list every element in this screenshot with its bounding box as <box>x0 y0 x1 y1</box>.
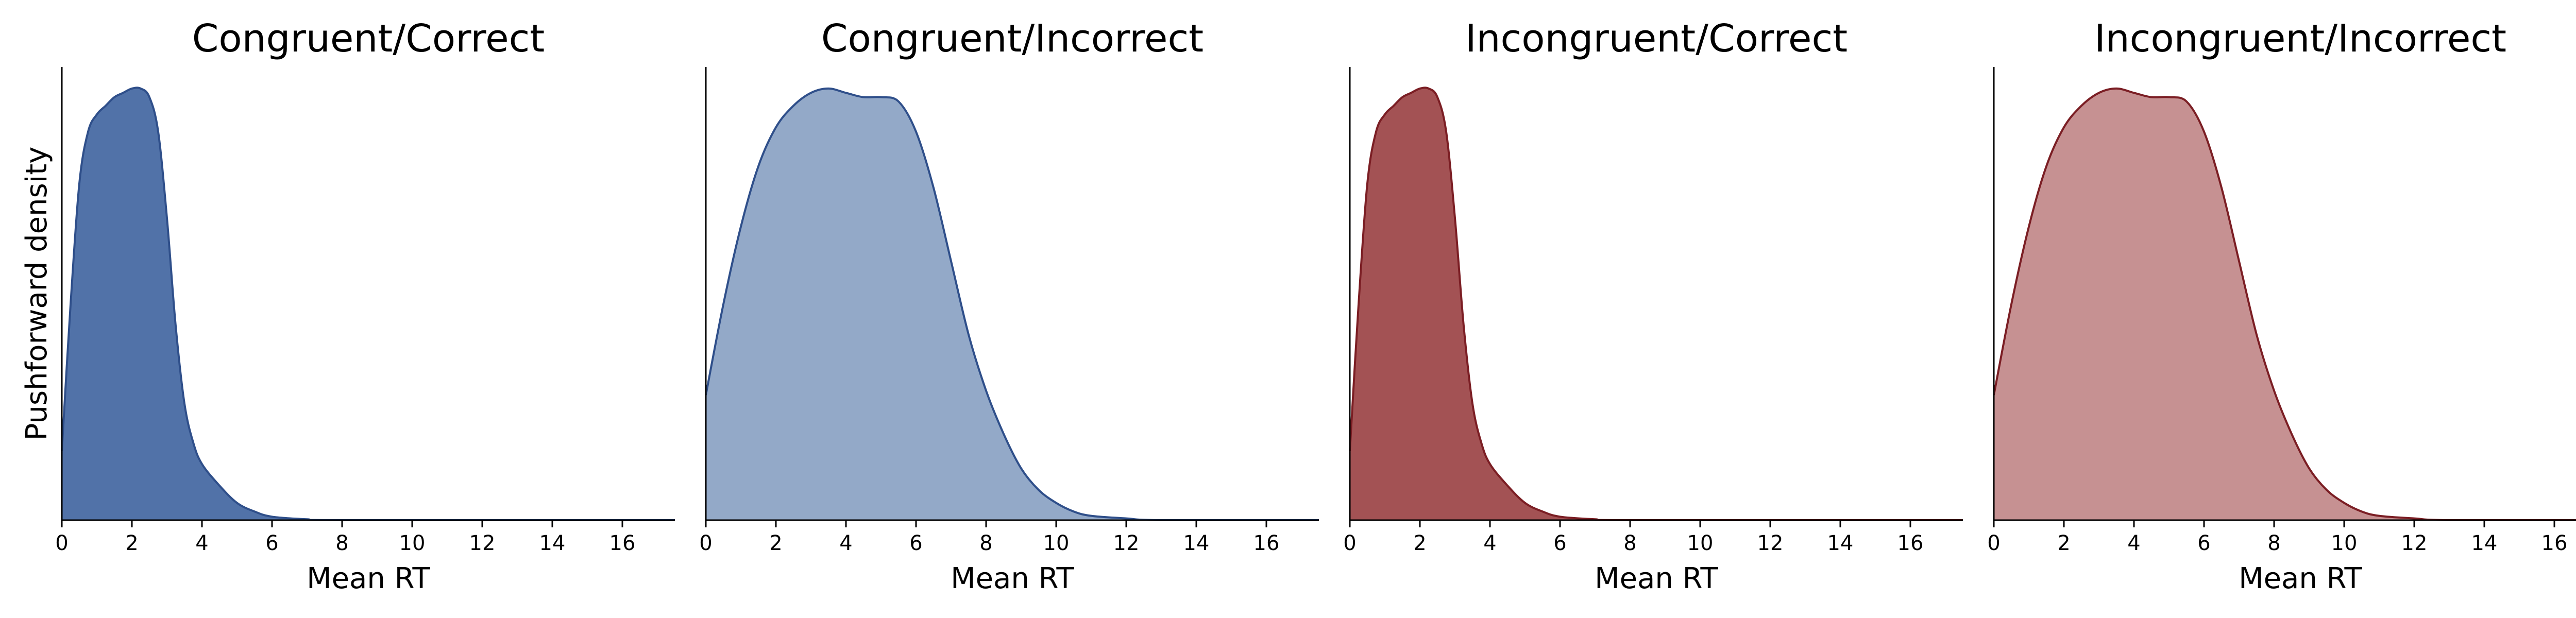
x-tick-label: 8 <box>979 531 992 555</box>
density-curve <box>1349 87 1963 522</box>
density-curve <box>705 87 1319 522</box>
density-curve <box>61 87 675 522</box>
panel-title: Incongruent/Correct <box>1465 16 1848 61</box>
x-axis-label: Mean RT <box>2239 562 2362 595</box>
x-tick-label: 6 <box>265 531 278 555</box>
x-tick-label: 10 <box>399 531 426 555</box>
x-tick-label: 12 <box>1757 531 1784 555</box>
density-area <box>1350 88 1963 520</box>
x-tick-label: 8 <box>2267 531 2280 555</box>
y-axis-label: Pushforward density <box>20 147 54 441</box>
panel-title: Congruent/Incorrect <box>821 16 1204 61</box>
x-tick-label: 6 <box>1553 531 1566 555</box>
x-tick-label: 14 <box>1183 531 1210 555</box>
chart-panel-4: 0 2 4 6 8 10 12 14 16 Incongruent/Incorrect Mean R… <box>1987 16 2576 595</box>
density-area <box>62 88 675 520</box>
x-tick-label: 0 <box>1343 531 1356 555</box>
panel-title: Congruent/Correct <box>192 16 545 61</box>
x-tick-label: 10 <box>1043 531 1070 555</box>
x-tick-label: 12 <box>469 531 496 555</box>
x-tick-label: 2 <box>2057 531 2070 555</box>
x-tick-label: 10 <box>1687 531 1714 555</box>
density-curve <box>1993 87 2576 522</box>
x-tick-label: 4 <box>2127 531 2140 555</box>
density-area <box>1994 88 2576 521</box>
chart-panel-3: 0 2 4 6 8 10 12 14 16 Incongruent/Correct Mean RT <box>1343 16 1963 595</box>
x-tick-label: 0 <box>1987 531 2000 555</box>
x-axis-label: Mean RT <box>1595 562 1718 595</box>
x-tick-label: 4 <box>1483 531 1496 555</box>
x-tick-label: 16 <box>609 531 636 555</box>
x-tick-label: 12 <box>2401 531 2428 555</box>
x-tick-label: 14 <box>1827 531 1854 555</box>
chart-panel-1: 0 2 4 6 8 10 12 14 16 Congruent/Correct Mean RT Pus… <box>20 16 675 595</box>
x-tick-label: 8 <box>1623 531 1636 555</box>
chart-panel-2: 0 2 4 6 8 10 12 14 16 Congruent/Incorrect Mean RT <box>699 16 1319 595</box>
x-tick-label: 16 <box>2541 531 2568 555</box>
x-tick-label: 6 <box>909 531 922 555</box>
x-tick-label: 2 <box>1413 531 1426 555</box>
x-tick-label: 0 <box>55 531 68 555</box>
density-area <box>706 88 1319 520</box>
x-tick-label: 0 <box>699 531 712 555</box>
x-tick-label: 12 <box>1113 531 1140 555</box>
x-axis-label: Mean RT <box>951 562 1074 595</box>
x-axis-label: Mean RT <box>307 562 430 595</box>
x-tick-label: 14 <box>2471 531 2498 555</box>
x-tick-label: 16 <box>1253 531 1280 555</box>
x-tick-label: 4 <box>195 531 208 555</box>
x-tick-label: 8 <box>335 531 348 555</box>
x-tick-label: 2 <box>125 531 138 555</box>
x-tick-label: 4 <box>839 531 852 555</box>
x-tick-label: 16 <box>1897 531 1924 555</box>
x-tick-label: 6 <box>2197 531 2210 555</box>
chart-panels: 0 2 4 6 8 10 12 14 16 Congruent/Correct Mean RT Pus… <box>20 16 2576 595</box>
x-tick-label: 10 <box>2331 531 2358 555</box>
panel-title: Incongruent/Incorrect <box>2094 16 2506 61</box>
x-tick-label: 14 <box>539 531 566 555</box>
x-tick-label: 2 <box>769 531 782 555</box>
